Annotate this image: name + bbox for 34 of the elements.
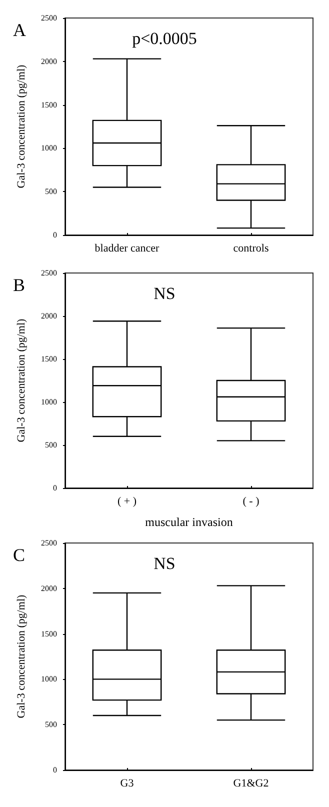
y-tick-label: 500 bbox=[45, 720, 57, 730]
annotation: NS bbox=[154, 554, 176, 573]
y-tick-label: 2500 bbox=[41, 538, 57, 548]
y-tick-label: 1000 bbox=[41, 144, 57, 153]
y-tick-label: 500 bbox=[45, 440, 57, 450]
y-tick-label: 2000 bbox=[41, 312, 57, 320]
y-axis-title: Gal-3 concentration (pg/ml) bbox=[16, 594, 28, 718]
annotation: NS bbox=[154, 284, 176, 303]
x-tick-label: ( + ) bbox=[117, 496, 137, 508]
y-tick-label: 2000 bbox=[41, 56, 57, 66]
y-tick-label: 1500 bbox=[41, 629, 57, 638]
y-tick-label: 0 bbox=[53, 230, 57, 240]
chart-title: A bbox=[13, 20, 26, 40]
x-axis-title: muscular invasion bbox=[145, 515, 233, 529]
y-tick-label: 1500 bbox=[41, 100, 57, 110]
y-tick-label: 0 bbox=[53, 484, 57, 492]
chart-title: B bbox=[13, 275, 26, 295]
x-tick-label: G1&G2 bbox=[233, 778, 269, 790]
x-tick-label: ( - ) bbox=[242, 496, 260, 508]
x-tick-label: G3 bbox=[120, 778, 134, 790]
y-tick-label: 2500 bbox=[41, 14, 57, 22]
y-tick-label: 2000 bbox=[41, 584, 57, 593]
x-tick-label: controls bbox=[233, 242, 269, 254]
y-axis-title: Gal-3 concentration (pg/ml) bbox=[16, 318, 28, 442]
y-tick-label: 500 bbox=[45, 187, 57, 196]
y-tick-label: 1000 bbox=[41, 398, 57, 406]
x-tick-label: bladder cancer bbox=[94, 242, 160, 254]
y-axis-title: Gal-3 concentration (pg/ml) bbox=[16, 64, 28, 188]
chart-title: C bbox=[13, 545, 26, 565]
y-tick-label: 0 bbox=[53, 766, 57, 774]
y-tick-label: 2500 bbox=[41, 268, 57, 278]
y-tick-label: 1500 bbox=[41, 354, 57, 364]
annotation: p<0.0005 bbox=[132, 29, 197, 48]
y-tick-label: 1000 bbox=[41, 674, 57, 684]
